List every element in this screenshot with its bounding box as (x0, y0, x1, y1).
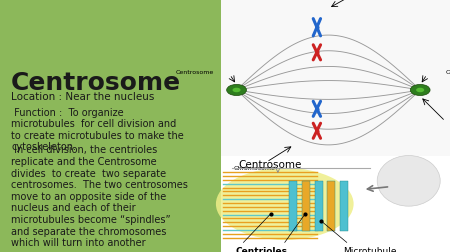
Text: Location : Near the nucleus: Location : Near the nucleus (11, 92, 155, 102)
Bar (302, 181, 310, 231)
Text: Function :  To organize
microtubules  for cell division and
to create microtubul: Function : To organize microtubules for … (11, 107, 184, 152)
Ellipse shape (377, 156, 440, 206)
Bar (340, 181, 348, 231)
Bar (220, 0, 450, 156)
Text: Centrioles: Centrioles (236, 246, 288, 252)
Text: In cell division, the centrioles
replicate and the Centrosome
divides  to create: In cell division, the centrioles replica… (11, 145, 188, 247)
Circle shape (227, 85, 247, 96)
Bar (220, 156, 450, 252)
Circle shape (233, 88, 241, 93)
Text: Microtubule: Microtubule (343, 246, 396, 252)
Bar (327, 181, 335, 231)
Text: Centrosome: Centrosome (11, 71, 181, 94)
Ellipse shape (216, 168, 354, 240)
Text: Centrosome: Centrosome (239, 159, 302, 169)
Text: Centrosome: Centrosome (446, 70, 450, 75)
Bar (315, 181, 323, 231)
Circle shape (416, 88, 424, 93)
Bar (289, 181, 297, 231)
Circle shape (410, 85, 430, 96)
Text: Chromosome: Chromosome (234, 166, 276, 171)
Text: Centrosome: Centrosome (176, 70, 214, 75)
